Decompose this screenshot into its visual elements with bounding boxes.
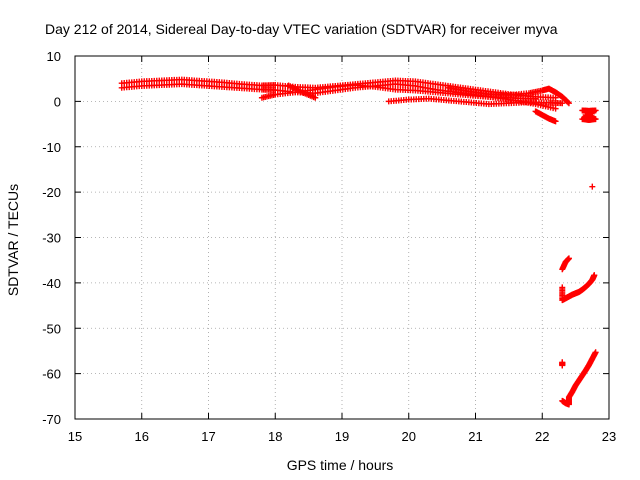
series-deep-segment-2 — [559, 272, 598, 304]
series-branch-3 — [385, 95, 566, 108]
data-point — [565, 100, 572, 107]
y-tick-label: -70 — [42, 412, 61, 427]
data-point — [559, 100, 566, 107]
series-branch-1 — [258, 82, 539, 102]
data-point — [532, 95, 539, 102]
series-isolated — [589, 183, 596, 190]
series-deep-segment-4 — [559, 349, 599, 408]
series-deep-segment-3 — [559, 359, 566, 369]
chart-title: Day 212 of 2014, Sidereal Day-to-day VTE… — [45, 21, 558, 37]
x-tick-label: 23 — [602, 429, 616, 444]
y-axis-label: SDTVAR / TECUs — [5, 184, 21, 296]
series-branch-4 — [445, 84, 572, 107]
series-cluster-22-7 — [579, 107, 599, 123]
x-axis-label: GPS time / hours — [287, 457, 394, 473]
x-tick-label: 21 — [468, 429, 482, 444]
y-tick-label: -30 — [42, 231, 61, 246]
data-point — [565, 99, 572, 106]
x-tick-label: 18 — [268, 429, 282, 444]
data-point — [552, 105, 559, 112]
data-point — [559, 362, 566, 369]
x-tick-label: 20 — [402, 429, 416, 444]
x-tick-label: 22 — [535, 429, 549, 444]
data-point — [589, 183, 596, 190]
y-tick-label: -10 — [42, 140, 61, 155]
series-deep-segment-1 — [559, 255, 572, 273]
y-tick-label: 10 — [47, 49, 61, 64]
data-point — [582, 111, 589, 118]
x-tick-label: 15 — [68, 429, 82, 444]
data-point — [591, 272, 598, 279]
y-tick-label: 0 — [54, 94, 61, 109]
tick-labels: 15 16 17 18 19 20 21 22 23 10 0 -10 -20 -30 -40 -50 -60 -… — [42, 49, 616, 444]
y-tick-label: -40 — [42, 276, 61, 291]
data-point — [565, 255, 572, 262]
x-tick-label: 19 — [335, 429, 349, 444]
data-point — [592, 349, 599, 356]
data-points — [118, 76, 599, 408]
y-tick-label: -20 — [42, 185, 61, 200]
x-tick-label: 17 — [201, 429, 215, 444]
grid-lines — [75, 56, 609, 419]
series-branch-5 — [532, 108, 559, 125]
x-tick-label: 16 — [135, 429, 149, 444]
y-tick-label: -50 — [42, 321, 61, 336]
series-branch-2 — [285, 82, 319, 101]
plot-frame — [74, 55, 610, 420]
y-tick-label: -60 — [42, 367, 61, 382]
data-point — [312, 94, 319, 101]
data-point — [552, 118, 559, 125]
data-point — [552, 94, 559, 101]
